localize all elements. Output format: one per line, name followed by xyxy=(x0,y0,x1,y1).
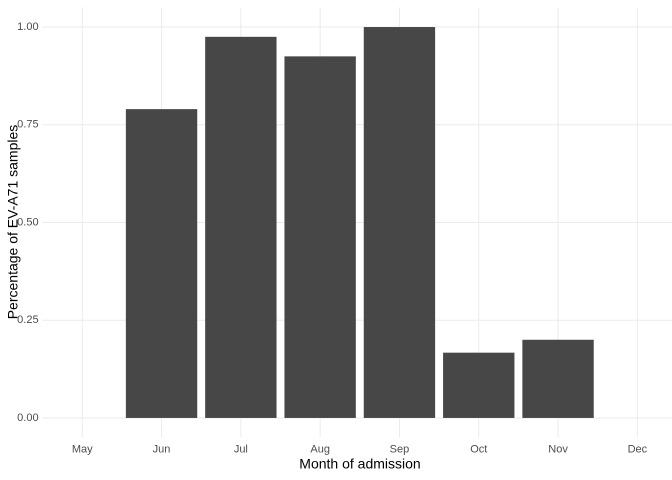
x-tick-label: Dec xyxy=(628,443,648,455)
y-tick-label: 0.75 xyxy=(17,119,38,131)
x-tick-label: Jun xyxy=(153,443,171,455)
x-tick-label: Sep xyxy=(390,443,410,455)
x-tick-label: Oct xyxy=(470,443,487,455)
bar xyxy=(125,109,198,418)
x-tick-label: May xyxy=(72,443,93,455)
y-tick-label: 0.50 xyxy=(17,216,38,228)
x-axis-title: Month of admission xyxy=(299,456,420,472)
y-tick-label: 1.00 xyxy=(17,21,38,33)
bar xyxy=(284,56,356,418)
bar xyxy=(522,339,594,418)
bar xyxy=(443,352,515,418)
y-tick-label: 0.25 xyxy=(17,314,38,326)
x-tick-label: Aug xyxy=(310,443,330,455)
y-axis-title: Percentage of EV-A71 samples xyxy=(5,125,21,320)
bar xyxy=(363,27,436,418)
x-tick-label: Nov xyxy=(548,443,568,455)
bar xyxy=(205,36,277,418)
y-tick-label: 0.00 xyxy=(17,412,38,424)
x-tick-label: Jul xyxy=(234,443,248,455)
